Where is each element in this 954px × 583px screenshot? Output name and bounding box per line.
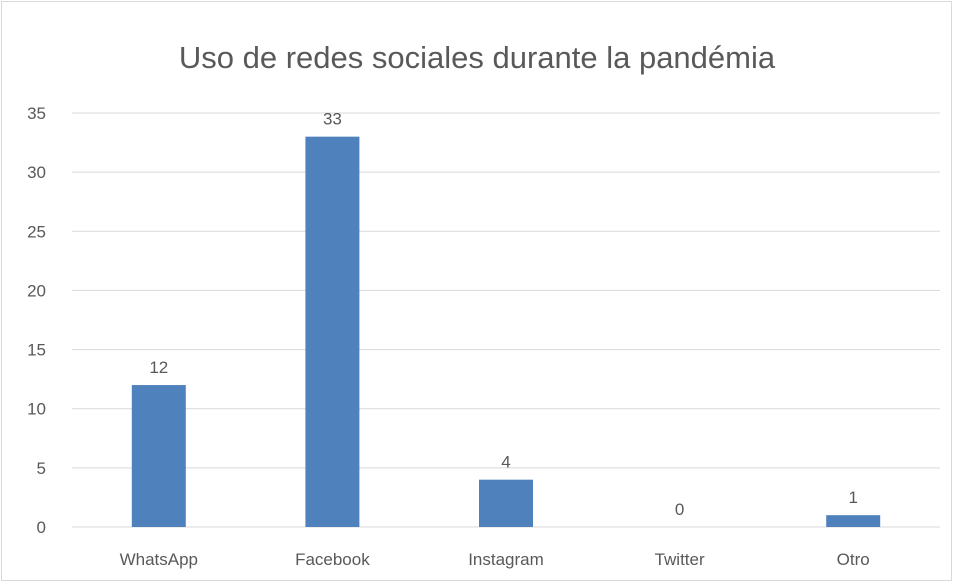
gridlines <box>72 112 940 528</box>
x-axis-category-labels: WhatsApp Facebook Instagram Twitter Otro <box>120 550 870 569</box>
category-label-facebook: Facebook <box>295 550 370 569</box>
y-tick-label: 0 <box>37 518 46 537</box>
category-label-twitter: Twitter <box>655 550 705 569</box>
chart-title: Uso de redes sociales durante la pandémi… <box>178 40 776 75</box>
data-labels: 12 33 4 0 1 <box>149 110 858 519</box>
data-label-whatsapp: 12 <box>149 358 168 377</box>
category-label-otro: Otro <box>837 550 870 569</box>
data-label-otro: 1 <box>848 488 857 507</box>
data-label-instagram: 4 <box>501 453 510 472</box>
y-tick-label: 15 <box>27 341 46 360</box>
y-tick-label: 20 <box>27 281 46 300</box>
y-tick-label: 5 <box>37 459 46 478</box>
y-tick-label: 30 <box>27 163 46 182</box>
y-tick-label: 10 <box>27 400 46 419</box>
category-label-whatsapp: WhatsApp <box>120 550 198 569</box>
y-tick-label: 25 <box>27 222 46 241</box>
bar-otro <box>826 515 881 527</box>
bar-facebook <box>305 136 360 527</box>
data-label-twitter: 0 <box>675 500 684 519</box>
y-tick-label: 35 <box>27 104 46 123</box>
bar-whatsapp <box>131 385 186 527</box>
data-label-facebook: 33 <box>323 110 342 129</box>
y-axis-tick-labels: 0 5 10 15 20 25 30 35 <box>27 104 46 537</box>
category-label-instagram: Instagram <box>468 550 544 569</box>
bars <box>131 136 881 527</box>
bar-instagram <box>479 479 533 527</box>
